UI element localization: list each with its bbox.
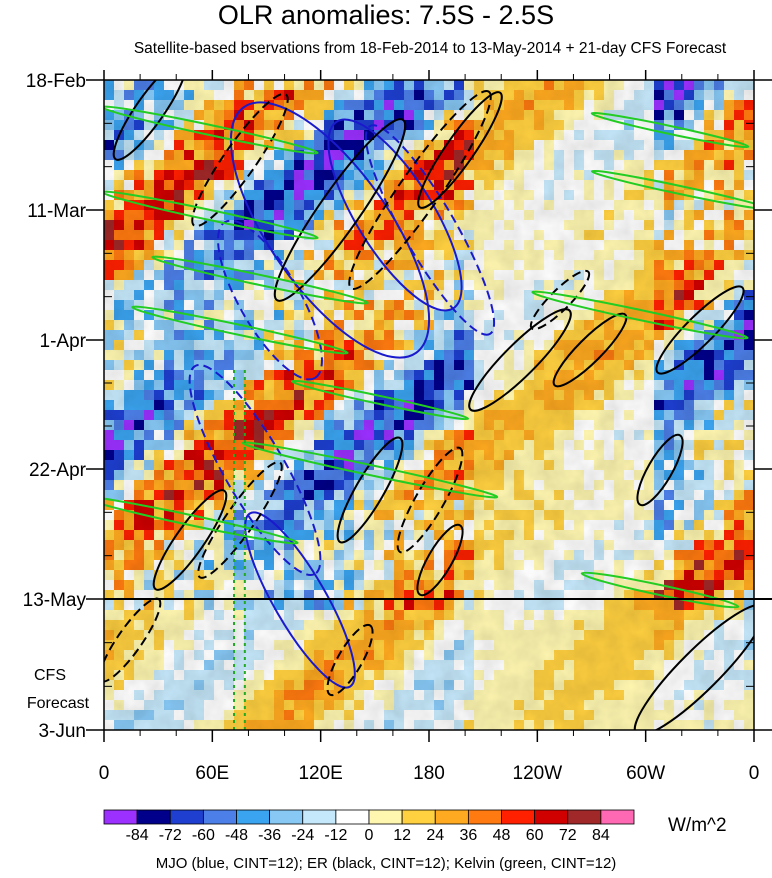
mjo-contour [364,124,496,336]
colorbar-label: -72 [159,827,182,844]
er-contour [636,433,684,507]
y-tick-label: 22-Apr [29,460,87,481]
kelvin-contour [580,571,740,609]
chart-title: OLR anomalies: 7.5S - 2.5S [217,0,555,30]
er-contour [152,489,228,591]
kelvin-contour [290,379,470,421]
colorbar-swatch [534,809,569,825]
axis-ticks [86,70,772,742]
colorbar-swatch [501,809,536,825]
colorbar-label: -36 [258,827,281,844]
kelvin-contour [104,190,319,240]
x-tick-label: 60E [195,763,229,784]
colorbar-label: 84 [592,827,610,844]
colorbar-label: 60 [526,827,544,844]
colorbar-swatch [302,809,337,825]
kelvin-contour [590,111,750,149]
units-label: W/m^2 [668,815,727,836]
colorbar-swatch [335,809,370,825]
colorbar-swatch [467,809,502,825]
mjo-contour [229,101,431,359]
er-contour [191,92,289,228]
kelvin-contour [590,169,754,211]
colorbar-label: 0 [365,827,374,844]
x-tick-label: 120W [513,763,563,784]
mjo-contour [244,511,356,689]
chart-subtitle: Satellite-based bservations from 18-Feb-… [133,40,727,57]
colorbar-label: 72 [559,827,577,844]
colorbar-swatch [136,809,171,825]
er-contour [468,308,572,412]
er-contour [112,80,188,161]
olr-anomaly-field [104,80,754,730]
colorbar-swatch [103,809,138,825]
contour-overlays [104,80,754,730]
colorbar-label: -12 [324,827,347,844]
er-contour [336,436,404,544]
mjo-contour [217,219,323,381]
er-contour [417,91,503,209]
forecast-label-line2: Forecast [27,695,90,712]
colorbar-label: 24 [426,827,444,844]
er-contour [348,90,492,290]
y-axis-labels: 18-Feb 11-Mar 1-Apr 22-Apr 13-May 3-Jun [23,71,87,742]
x-tick-label: 60W [626,763,665,784]
colorbar-swatch [236,809,271,825]
y-tick-label: 13-May [23,590,87,611]
x-tick-label: 0 [749,763,760,784]
er-contour [633,603,754,730]
er-contour [416,523,464,597]
colorbar-label: -60 [192,827,215,844]
colorbar-swatch [368,809,403,825]
er-contour [326,623,374,697]
colorbar-swatch [567,809,602,825]
colorbar-swatch [202,809,237,825]
er-contour [273,118,407,302]
y-tick-label: 11-Mar [27,201,86,222]
colorbar-swatch [600,809,635,825]
colorbar-swatch [269,809,304,825]
y-tick-label: 3-Jun [38,721,86,742]
kelvin-contour [241,441,499,499]
er-contour [552,312,628,388]
x-tick-label: 120E [298,763,342,784]
colorbar: -84 -72 -60 -48 -36 -24 -12 0 12 24 36 48 60 72 84 [103,809,635,844]
kelvin-contour [131,305,349,355]
kelvin-contour [104,495,299,545]
colorbar-swatch [434,809,469,825]
y-tick-label: 1-Apr [40,331,87,352]
colorbar-label: -24 [291,827,314,844]
kelvin-contour [104,105,319,155]
x-tick-label: 0 [99,763,110,784]
kelvin-contour [531,290,749,340]
forecast-label-line1: CFS [34,667,66,684]
y-tick-label: 18-Feb [26,71,86,92]
er-contour [396,446,464,554]
kelvin-contour [151,255,369,305]
x-axis-labels: 0 60E 120E 180 120W 60W 0 [99,763,760,784]
colorbar-label: 12 [393,827,411,844]
colorbar-label: -84 [126,827,149,844]
colorbar-swatch [169,809,204,825]
colorbar-label: 36 [459,827,477,844]
contour-legend-text: MJO (blue, CINT=12); ER (black, CINT=12)… [155,855,617,872]
colorbar-label: 48 [493,827,511,844]
colorbar-swatch [401,809,436,825]
colorbar-label: -48 [225,827,248,844]
x-tick-label: 180 [413,763,445,784]
